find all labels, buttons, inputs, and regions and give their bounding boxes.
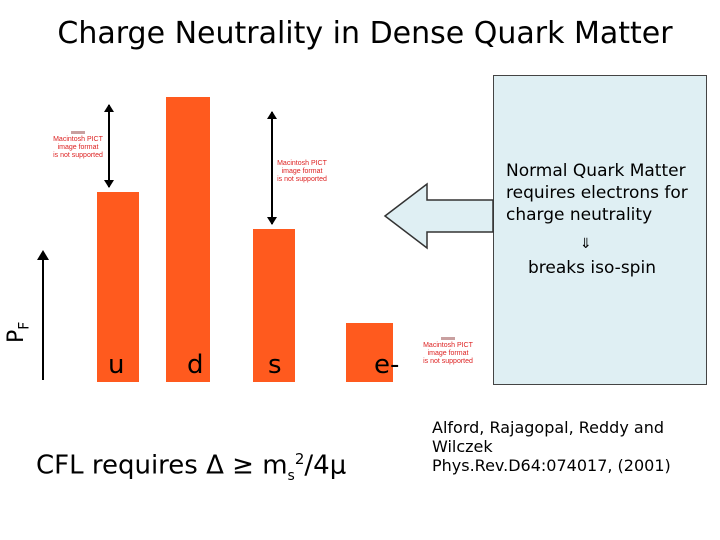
- pict-text-line: is not supported: [53, 152, 103, 159]
- s-quark-bar: [253, 229, 295, 382]
- cfl-prefix: CFL requires Δ ≥ m: [36, 450, 288, 481]
- left-arrow-icon: [383, 182, 494, 250]
- pict-text-line: is not supported: [423, 358, 473, 365]
- axis-label-sub: F: [16, 321, 33, 330]
- pict-placeholder-2: Macintosh PICT image format is not suppo…: [272, 160, 332, 184]
- u-quark-label: u: [108, 350, 125, 380]
- pict-text-line: image format: [427, 350, 469, 357]
- note-box: [493, 75, 707, 385]
- fermi-momentum-axis: [37, 250, 49, 380]
- reference-line-2: Wilczek: [432, 437, 493, 456]
- pict-text-line: Macintosh PICT: [53, 136, 103, 143]
- pict-placeholder-3: Macintosh PICT image format is not suppo…: [417, 337, 479, 366]
- slide-title: Charge Neutrality in Dense Quark Matter: [57, 16, 673, 51]
- pict-text-line: is not supported: [277, 176, 327, 183]
- electron-bar: [346, 323, 393, 382]
- cfl-sup: 2: [294, 450, 305, 468]
- pict-text-line: Macintosh PICT: [277, 160, 327, 167]
- pict-text-line: Macintosh PICT: [423, 342, 473, 349]
- note-line-3: charge neutrality: [506, 205, 653, 225]
- axis-label-main: P: [4, 329, 29, 343]
- u-quark-bar: [97, 192, 139, 382]
- fermi-momentum-axis-label: PF: [4, 303, 32, 343]
- electron-label: e-: [374, 350, 400, 380]
- note-line-1: Normal Quark Matter: [506, 161, 686, 181]
- pict-placeholder-1: Macintosh PICT image format is not suppo…: [48, 131, 108, 160]
- cfl-suffix: /4μ: [304, 450, 347, 481]
- pict-text-line: image format: [281, 168, 323, 175]
- d-quark-label: d: [187, 350, 204, 380]
- reference-line-1: Alford, Rajagopal, Reddy and: [432, 418, 664, 437]
- note-line-2: requires electrons for: [506, 183, 688, 203]
- reference-line-3: Phys.Rev.D64:074017, (2001): [432, 456, 671, 475]
- implies-arrow-icon: ⇓: [580, 236, 592, 252]
- d-quark-bar: [166, 97, 210, 382]
- u-d-gap-arrow: [104, 104, 114, 188]
- pict-text-line: image format: [57, 144, 99, 151]
- cfl-condition: CFL requires Δ ≥ ms2/4μ: [36, 450, 346, 484]
- note-box-text: Normal Quark Matter requires electrons f…: [506, 160, 688, 226]
- s-quark-label: s: [268, 350, 282, 380]
- cfl-sub: s: [287, 467, 295, 484]
- reference-citation: Alford, Rajagopal, Reddy and Wilczek Phy…: [432, 418, 671, 475]
- note-line-4: breaks iso-spin: [528, 258, 656, 278]
- d-s-gap-arrow: [267, 111, 277, 225]
